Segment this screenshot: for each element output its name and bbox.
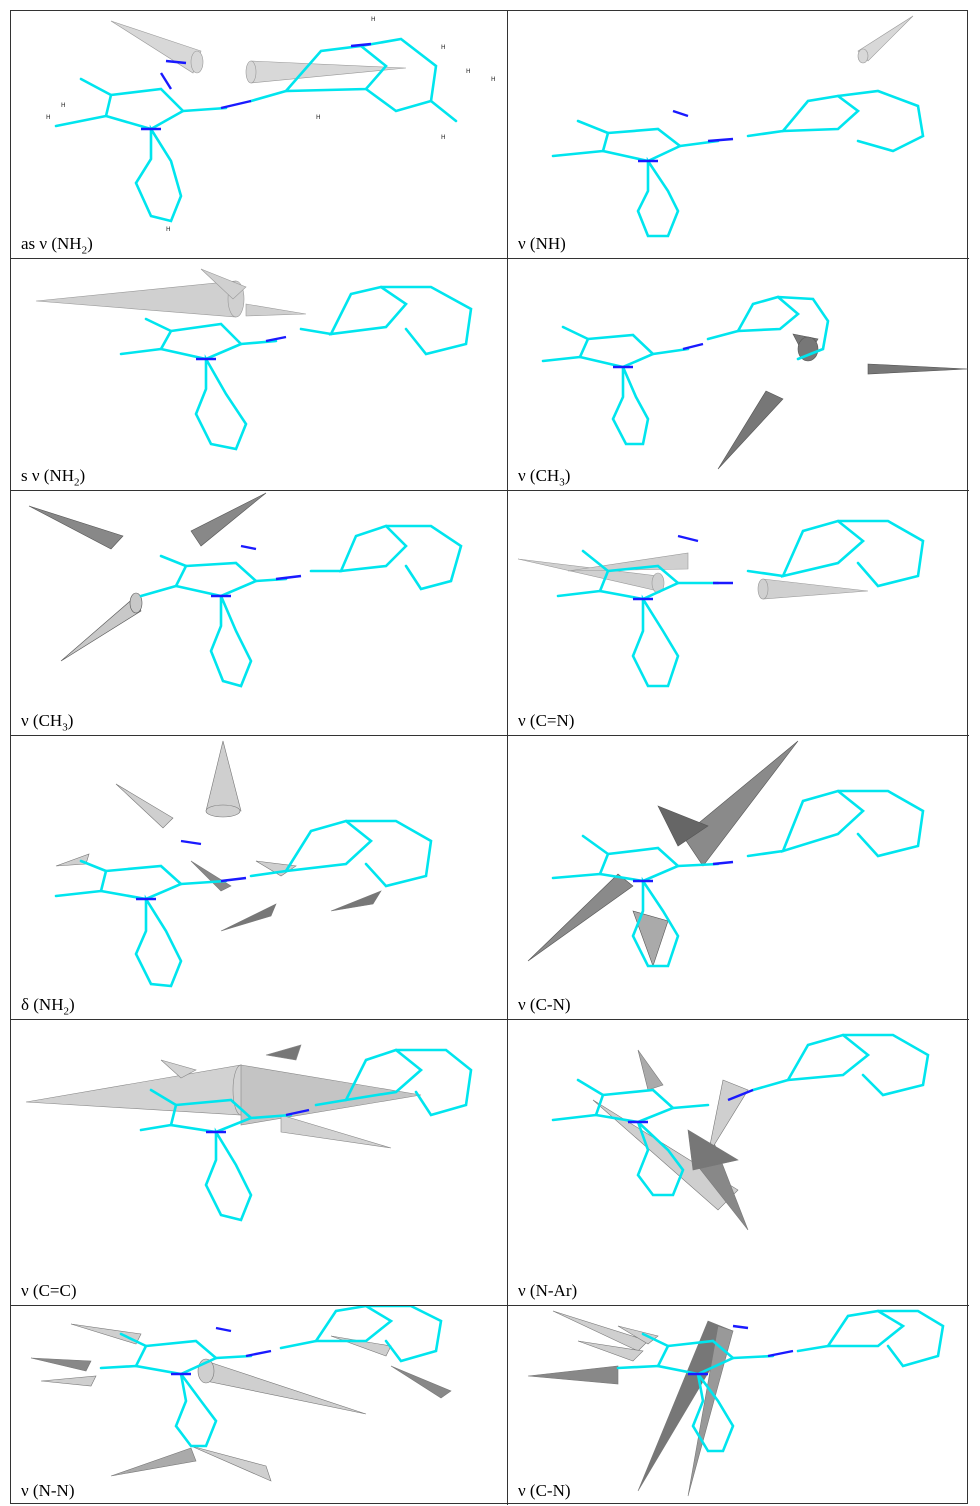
molecule-bonds (616, 1309, 945, 1453)
panel-caption: ν (N-Ar) (518, 1280, 578, 1300)
molecule-bonds (551, 1033, 930, 1197)
nitrogen-bonds (688, 1324, 794, 1376)
displacement-arrows (592, 1049, 749, 1231)
panel-nh: ν (NH) (508, 11, 969, 259)
displacement-arrows (717, 333, 969, 470)
displacement-arrows (110, 20, 407, 84)
panel-n-n: ν (N-N) (11, 1306, 508, 1505)
svg-text:H: H (466, 68, 471, 75)
displacement-arrows (517, 552, 869, 600)
panel-ch3-a: ν (CH3) (508, 259, 969, 491)
nitrogen-bonds (141, 42, 372, 131)
panel-caption: ν (CH3) (518, 465, 571, 488)
molecule-bonds (119, 285, 473, 451)
molecule-image (551, 1033, 930, 1231)
svg-text:H: H (316, 114, 321, 121)
molecule-image (527, 740, 925, 968)
atom-labels: H H H H H H H H H (46, 16, 496, 233)
panel-cn-double: ν (C=N) (508, 491, 969, 736)
nitrogen-bonds (206, 1108, 310, 1134)
panel-caption: as ν (NH2) (21, 233, 93, 256)
svg-text:H: H (61, 102, 66, 109)
molecule-image (541, 295, 969, 470)
panel-caption: δ (NH2) (21, 994, 75, 1017)
panel-ch3-b: ν (CH3) (11, 491, 508, 736)
molecule-image: H H H H H H H H H (46, 16, 496, 233)
displacement-arrows (527, 740, 799, 967)
panel-cn-single-b: ν (C-N) (508, 1306, 969, 1505)
panel-caption: ν (CH3) (21, 710, 74, 733)
displacement-arrows (55, 740, 382, 932)
molecule-image (28, 492, 463, 688)
svg-text:H: H (491, 76, 496, 83)
nitrogen-bonds (633, 860, 734, 883)
nitrogen-bonds (613, 342, 704, 369)
displacement-arrows (857, 15, 914, 64)
arrow (110, 20, 202, 74)
panel-caption: ν (C=N) (518, 710, 575, 730)
molecule-image (35, 268, 473, 451)
molecule-bonds (54, 819, 433, 988)
panel-caption: s ν (NH2) (21, 465, 86, 488)
displacement-arrows (28, 492, 267, 662)
displacement-arrows (30, 1323, 452, 1482)
panel-caption: ν (NH) (518, 233, 566, 253)
displacement-arrows (25, 1044, 422, 1149)
panel-delta-nh2: δ (NH2) (11, 736, 508, 1020)
molecule-bonds (556, 519, 925, 688)
svg-text:H: H (441, 44, 446, 51)
svg-text:H: H (166, 226, 171, 233)
nitrogen-bonds (211, 544, 302, 598)
nitrogen-bonds (171, 1326, 272, 1376)
vibrational-modes-figure: H H H H H H H H H as ν (NH2) ν (NH) (10, 10, 969, 1505)
molecule-bonds (99, 1306, 443, 1448)
molecule-image (30, 1306, 452, 1482)
nitrogen-bonds (196, 335, 287, 361)
displacement-arrows (527, 1310, 734, 1497)
molecule-bonds (551, 789, 925, 968)
nitrogen-bonds (628, 1088, 754, 1124)
molecule-bonds (541, 295, 830, 446)
panel-caption: ν (C=C) (21, 1280, 77, 1300)
molecule-bonds (551, 89, 925, 238)
panel-caption: ν (N-N) (21, 1480, 75, 1500)
panel-caption: ν (C-N) (518, 1480, 571, 1500)
svg-text:H: H (441, 134, 446, 141)
molecule-image (551, 15, 925, 238)
panel-s-nh2: s ν (NH2) (11, 259, 508, 491)
molecule-image (25, 1044, 473, 1222)
panel-cn-single: ν (C-N) (508, 736, 969, 1020)
svg-text:H: H (46, 114, 51, 121)
svg-text:H: H (371, 16, 376, 23)
molecule-image (517, 519, 925, 688)
molecule-bonds (139, 524, 463, 688)
nitrogen-bonds (633, 534, 733, 601)
molecule-image (527, 1309, 945, 1497)
panel-cc-double: ν (C=C) (11, 1020, 508, 1306)
nitrogen-bonds (136, 839, 247, 901)
molecule-bonds (139, 1048, 473, 1222)
molecule-image (54, 740, 433, 988)
nitrogen-bonds (638, 109, 734, 163)
molecule-bonds (54, 37, 458, 223)
panel-n-ar: ν (N-Ar) (508, 1020, 969, 1306)
panel-as-nh2: H H H H H H H H H as ν (NH2) (11, 11, 508, 259)
displacement-arrows (35, 268, 307, 318)
panel-caption: ν (C-N) (518, 994, 571, 1014)
